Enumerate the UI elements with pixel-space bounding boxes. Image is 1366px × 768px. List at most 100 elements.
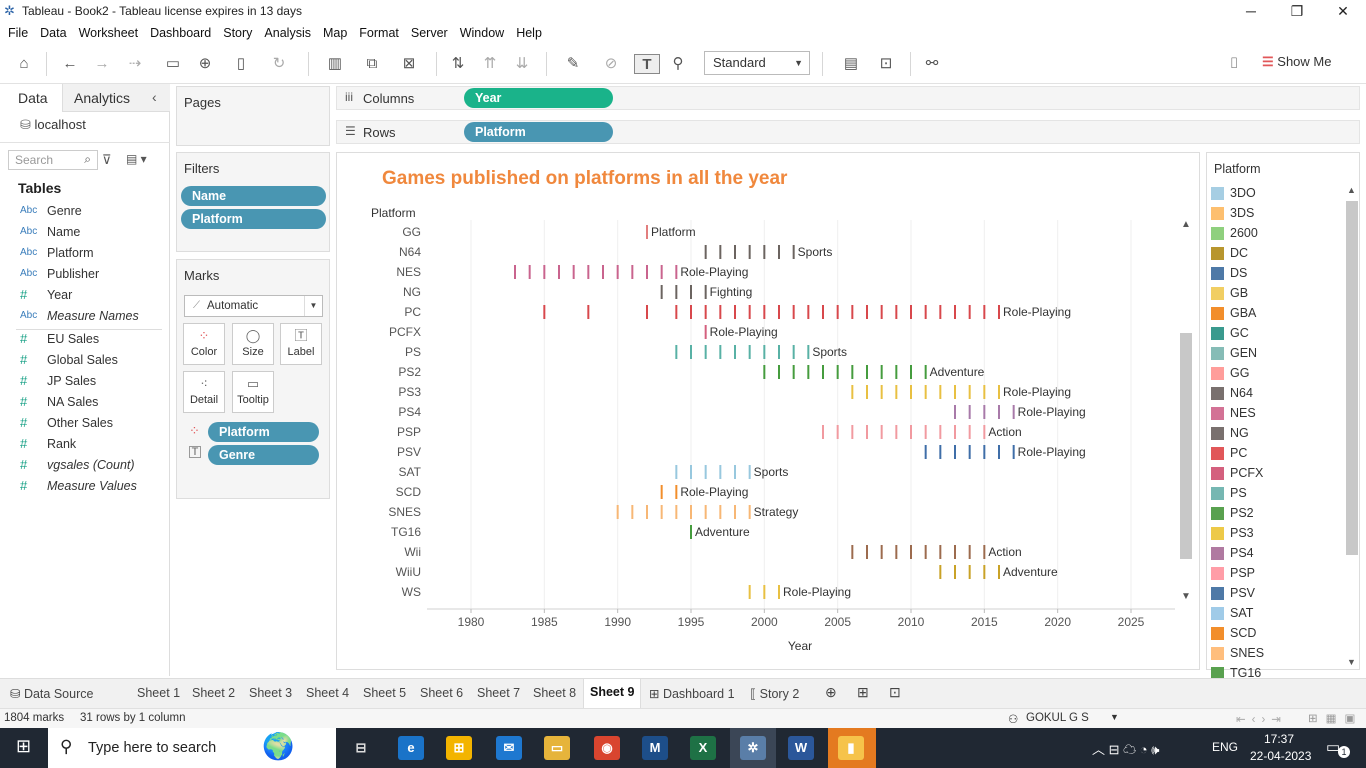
field-jp-sales[interactable]: # JP Sales xyxy=(0,372,170,393)
clock-time[interactable]: 17:37 xyxy=(1264,732,1295,746)
close-button[interactable]: ✕ xyxy=(1337,3,1349,19)
presentation-icon[interactable]: ⊡ xyxy=(879,55,893,72)
scroll-thumb[interactable] xyxy=(1180,333,1192,559)
detail-button[interactable]: ⁖ Detail xyxy=(183,371,225,413)
fix-axes-icon[interactable]: ⚲ xyxy=(672,55,684,72)
rows-shelf[interactable]: ☰ Rows Platform xyxy=(336,120,1360,144)
scroll-up-icon[interactable]: ▲ xyxy=(1181,219,1191,230)
tableau-icon[interactable]: ✲ xyxy=(740,736,766,760)
edge-icon[interactable]: e xyxy=(398,736,424,760)
field-year[interactable]: # Year xyxy=(0,286,170,307)
minimize-button[interactable]: ─ xyxy=(1246,3,1256,19)
tab-sheet-8[interactable]: Sheet 8 xyxy=(533,686,577,700)
new-sheet-icon[interactable]: ⊕ xyxy=(825,684,837,700)
size-button[interactable]: ◯ Size xyxy=(232,323,274,365)
menu-analysis[interactable]: Analysis xyxy=(264,26,311,40)
field-measure-names[interactable]: Abc Measure Names xyxy=(0,307,170,328)
marks-pill-platform[interactable]: Platform xyxy=(208,422,319,442)
tray-icons[interactable]: ︿ ⊟ ☁ ◔ 🕪 xyxy=(1092,742,1160,757)
show-me-button[interactable]: ☰ Show Me xyxy=(1262,54,1331,70)
share-icon[interactable]: ⚯ xyxy=(925,55,939,72)
view-options-icon[interactable]: ▤ ▾ xyxy=(126,152,147,166)
scroll-down-icon[interactable]: ▼ xyxy=(1181,591,1191,602)
menu-format[interactable]: Format xyxy=(359,26,399,40)
search-input[interactable]: Search ⌕ xyxy=(8,150,98,170)
home-icon[interactable]: ⌂ xyxy=(19,55,29,72)
columns-shelf[interactable]: iii Columns Year xyxy=(336,86,1360,110)
excel-icon[interactable]: X xyxy=(690,736,716,760)
explorer-icon[interactable]: ▭ xyxy=(544,736,570,760)
language-indicator[interactable]: ENG xyxy=(1212,740,1239,754)
filter-pill-name[interactable]: Name xyxy=(181,186,326,206)
legend-scroll-thumb[interactable] xyxy=(1346,201,1358,555)
mail-icon[interactable]: ✉ xyxy=(496,736,522,760)
menu-file[interactable]: File xyxy=(8,26,29,40)
label-button[interactable]: 🅃 Label xyxy=(280,323,322,365)
field-rank[interactable]: # Rank xyxy=(0,435,170,456)
tab-sheet-1[interactable]: Sheet 1 xyxy=(137,686,181,700)
mysql-icon[interactable]: M xyxy=(642,736,668,760)
tab-data-source[interactable]: ⛁ Data Source xyxy=(10,686,93,701)
field-publisher[interactable]: Abc Publisher xyxy=(0,265,170,286)
filters-shelf[interactable]: Filters Name Platform xyxy=(176,152,330,252)
new-worksheet-icon[interactable]: ▥ xyxy=(327,55,343,72)
field-global-sales[interactable]: # Global Sales xyxy=(0,351,170,372)
menu-data[interactable]: Data xyxy=(40,26,67,40)
tab-analytics[interactable]: Analytics xyxy=(74,90,131,106)
menu-worksheet[interactable]: Worksheet xyxy=(78,26,139,40)
save-icon[interactable]: ▭ xyxy=(165,55,181,72)
field-vgsales-count[interactable]: # vgsales (Count) xyxy=(0,456,170,477)
view-toggle-icon[interactable]: ⊞▦▣ xyxy=(1308,713,1364,725)
sort-asc-icon[interactable]: ⇈ xyxy=(483,55,497,72)
marks-pill-genre[interactable]: Genre xyxy=(208,445,319,465)
new-dashboard-icon[interactable]: ⊞ xyxy=(857,684,869,700)
show-cards-icon[interactable]: ▤ xyxy=(843,55,859,72)
rows-pill-platform[interactable]: Platform xyxy=(464,122,613,142)
tab-dashboard-1[interactable]: ⊞ Dashboard 1 xyxy=(649,686,735,701)
viz-scrollbar[interactable]: ▲ ▼ xyxy=(1179,219,1193,607)
tab-sheet-5[interactable]: Sheet 5 xyxy=(363,686,407,700)
mark-type-select[interactable]: ⟋ Automatic ▼ xyxy=(184,295,323,317)
replay-icon[interactable]: ⇢ xyxy=(128,55,142,72)
format-painter-icon[interactable]: ⌷ xyxy=(1229,55,1239,72)
notification-icon[interactable]: ▭ xyxy=(1326,739,1341,756)
scroll-up-icon[interactable]: ▲ xyxy=(1347,185,1356,195)
highlight-icon[interactable]: ✎ xyxy=(566,55,580,72)
file-icon[interactable]: ▮ xyxy=(838,736,864,760)
menu-help[interactable]: Help xyxy=(516,26,542,40)
tab-sheet-7[interactable]: Sheet 7 xyxy=(477,686,521,700)
new-story-icon[interactable]: ⊡ xyxy=(889,684,901,700)
refresh-icon[interactable]: ↻ xyxy=(272,55,286,72)
task-view-icon[interactable]: ⊟ xyxy=(355,740,367,755)
filter-pill-platform[interactable]: Platform xyxy=(181,209,326,229)
menu-dashboard[interactable]: Dashboard xyxy=(150,26,212,40)
word-icon[interactable]: W xyxy=(788,736,814,760)
field-genre[interactable]: Abc Genre xyxy=(0,202,170,223)
redo-icon[interactable]: → xyxy=(94,55,110,72)
status-user[interactable]: GOKUL G S xyxy=(1026,712,1089,724)
new-datasource-icon[interactable]: ⊕ xyxy=(198,55,212,72)
field-measure-values[interactable]: # Measure Values xyxy=(0,477,170,498)
columns-pill-year[interactable]: Year xyxy=(464,88,613,108)
tab-sheet-9[interactable]: Sheet 9 xyxy=(590,685,635,699)
undo-icon[interactable]: ← xyxy=(62,55,78,72)
field-eu-sales[interactable]: # EU Sales xyxy=(0,330,170,351)
tab-sheet-2[interactable]: Sheet 2 xyxy=(192,686,236,700)
clock-date[interactable]: 22-04-2023 xyxy=(1250,749,1312,763)
store-icon[interactable]: ⊞ xyxy=(446,736,472,760)
tab-sheet-4[interactable]: Sheet 4 xyxy=(306,686,350,700)
tooltip-button[interactable]: ▭ Tooltip xyxy=(232,371,274,413)
tab-story-2[interactable]: ⟦ Story 2 xyxy=(750,686,799,701)
tab-data[interactable]: Data xyxy=(18,90,48,106)
collapse-icon[interactable]: ‹ xyxy=(152,89,157,105)
duplicate-icon[interactable]: ⧉ xyxy=(366,55,378,72)
nav-arrows-icon[interactable]: ⇤‹›⇥ xyxy=(1236,714,1287,726)
viz-area[interactable]: Platform GG Platform N64 Sports NES Role-Playi… xyxy=(336,152,1200,670)
sort-desc-icon[interactable]: ⇊ xyxy=(515,55,529,72)
menu-server[interactable]: Server xyxy=(410,26,448,40)
menu-map[interactable]: Map xyxy=(322,26,348,40)
restore-button[interactable]: ❐ xyxy=(1290,3,1304,19)
clear-sheet-icon[interactable]: ⊠ xyxy=(402,55,416,72)
pages-shelf[interactable]: Pages xyxy=(176,86,330,146)
filter-icon[interactable]: ⊽ xyxy=(102,152,112,167)
